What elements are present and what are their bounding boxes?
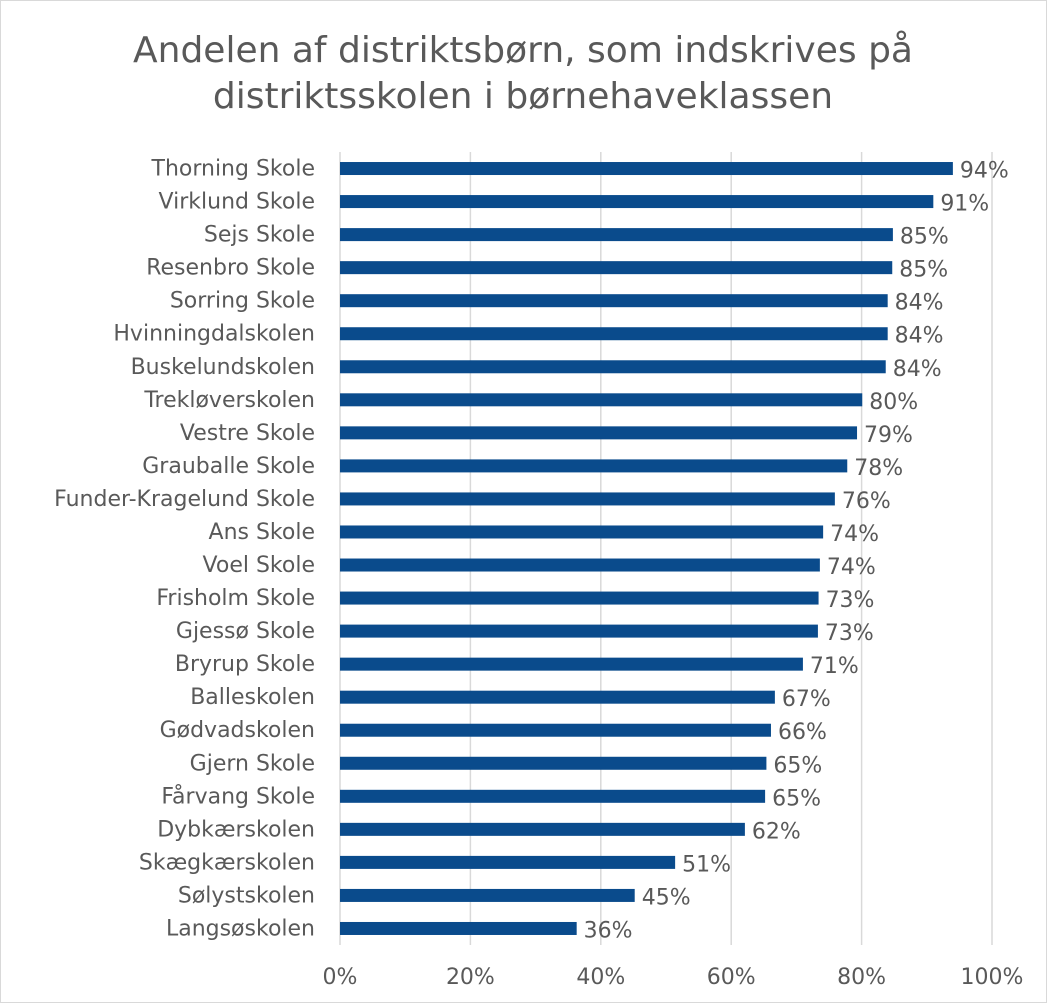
y-tick-label: Trekløverskolen bbox=[143, 388, 315, 413]
y-tick-label: Bryrup Skole bbox=[175, 652, 315, 677]
bar bbox=[340, 591, 819, 605]
bar bbox=[340, 690, 775, 704]
bar bbox=[340, 426, 858, 440]
bar bbox=[340, 888, 635, 902]
y-tick-label: Grauballe Skole bbox=[142, 454, 315, 479]
bar bbox=[340, 195, 934, 209]
y-tick-label: Fårvang Skole bbox=[161, 783, 315, 809]
y-tick-label: Vestre Skole bbox=[180, 421, 315, 446]
bar bbox=[340, 459, 848, 473]
value-label: 94% bbox=[960, 159, 1009, 184]
y-tick-label: Sølystskolen bbox=[178, 883, 315, 908]
value-label: 65% bbox=[773, 753, 822, 778]
bar bbox=[340, 228, 893, 242]
value-label: 84% bbox=[895, 291, 944, 316]
bar bbox=[340, 261, 893, 275]
value-label: 62% bbox=[752, 819, 801, 844]
y-tick-label: Thorning Skole bbox=[151, 157, 316, 182]
bar bbox=[340, 294, 888, 308]
x-tick-label: 100% bbox=[961, 965, 1024, 990]
bar bbox=[340, 789, 766, 803]
y-tick-label: Buskelundskolen bbox=[131, 355, 315, 380]
bar bbox=[340, 624, 818, 638]
y-tick-label: Ans Skole bbox=[209, 520, 315, 545]
x-tick-label: 40% bbox=[576, 965, 625, 990]
y-tick-label: Virklund Skole bbox=[159, 190, 315, 215]
chart-title: Andelen af distriktsbørn, som indskrives… bbox=[133, 30, 913, 117]
bar bbox=[340, 162, 953, 176]
value-label: 85% bbox=[899, 258, 948, 283]
bar bbox=[340, 327, 888, 341]
bar bbox=[340, 855, 676, 869]
bar bbox=[340, 558, 820, 572]
y-tick-label: Dybkærskolen bbox=[157, 817, 315, 842]
y-tick-label: Frisholm Skole bbox=[156, 586, 315, 611]
bar bbox=[340, 921, 577, 935]
y-tick-label: Sejs Skole bbox=[204, 223, 315, 248]
y-tick-label: Balleskolen bbox=[190, 685, 315, 710]
value-label: 80% bbox=[869, 390, 918, 415]
value-label: 66% bbox=[778, 720, 827, 745]
value-label: 73% bbox=[826, 588, 875, 613]
y-tick-label: Langsøskolen bbox=[166, 916, 315, 941]
x-tick-label: 60% bbox=[707, 965, 756, 990]
value-label: 91% bbox=[940, 192, 989, 217]
x-tick-label: 20% bbox=[446, 965, 495, 990]
x-tick-label: 0% bbox=[323, 965, 358, 990]
value-label: 45% bbox=[642, 885, 691, 910]
value-label: 67% bbox=[782, 687, 831, 712]
value-label: 65% bbox=[772, 786, 821, 811]
y-tick-label: Gjessø Skole bbox=[176, 619, 315, 644]
value-label: 85% bbox=[900, 225, 949, 250]
bar bbox=[340, 756, 767, 770]
bar bbox=[340, 393, 863, 407]
y-tick-label: Funder-Kragelund Skole bbox=[54, 487, 315, 512]
y-tick-label: Resenbro Skole bbox=[146, 256, 315, 281]
bar bbox=[340, 360, 886, 374]
bar bbox=[340, 822, 745, 836]
value-label: 73% bbox=[825, 621, 874, 646]
y-tick-label: Voel Skole bbox=[203, 553, 315, 578]
bar bbox=[340, 525, 824, 539]
value-label: 78% bbox=[854, 456, 903, 481]
x-tick-label: 80% bbox=[837, 965, 886, 990]
value-label: 36% bbox=[584, 918, 633, 943]
value-label: 84% bbox=[895, 324, 944, 349]
value-label: 76% bbox=[842, 489, 891, 514]
bar bbox=[340, 657, 803, 671]
y-tick-label: Hvinningdalskolen bbox=[113, 322, 315, 347]
y-tick-label: Skægkærskolen bbox=[139, 850, 315, 875]
value-label: 79% bbox=[864, 423, 913, 448]
bar bbox=[340, 723, 771, 737]
value-label: 74% bbox=[830, 522, 879, 547]
value-label: 84% bbox=[893, 357, 942, 382]
bar bbox=[340, 492, 835, 506]
value-label: 71% bbox=[810, 654, 859, 679]
value-label: 74% bbox=[827, 555, 876, 580]
y-tick-label: Gjern Skole bbox=[190, 751, 315, 776]
y-tick-label: Sorring Skole bbox=[170, 289, 315, 314]
value-label: 51% bbox=[682, 852, 731, 877]
y-tick-label: Gødvadskolen bbox=[160, 718, 315, 743]
